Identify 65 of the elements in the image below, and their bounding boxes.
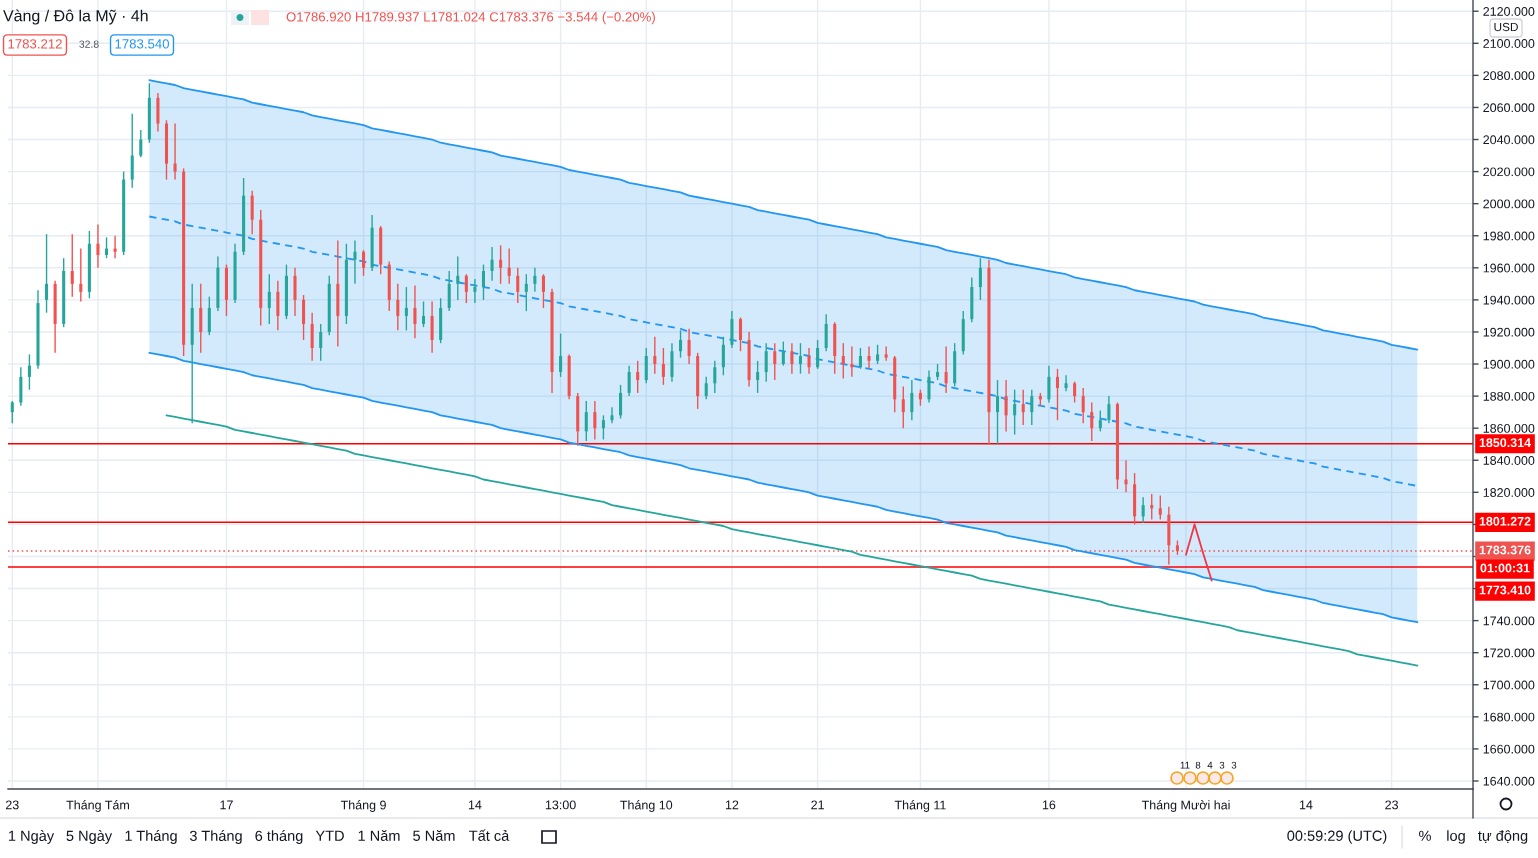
y-tick-label: 1940.000 (1483, 295, 1535, 305)
y-tick-label: 1820.000 (1483, 488, 1535, 497)
y-tick-label: 1680.000 (1483, 712, 1535, 722)
y-tick-label: 1880.000 (1483, 391, 1535, 401)
text: O1786.920 H1789.937 L1781.024 C1783.376 −3.544 (−0.20%) (286, 11, 655, 25)
y-tick-label: 2120.000 (1483, 7, 1535, 16)
x-tick-label: Tháng Tám (66, 800, 129, 812)
x-tick-label: 23 (5, 800, 19, 810)
text: tự động (1478, 830, 1528, 844)
text: 01:00:31 (1480, 563, 1530, 573)
y-tick-label: 1860.000 (1483, 423, 1535, 433)
y-tick-label: 1900.000 (1483, 359, 1535, 369)
text: 3 Tháng (189, 830, 242, 844)
x-tick-label: Tháng 10 (620, 800, 673, 812)
y-axis-title: USD (1494, 22, 1518, 32)
y-tick-label: 2100.000 (1483, 39, 1535, 48)
y-tick-label: 2000.000 (1483, 199, 1535, 209)
y-tick-label: 2060.000 (1483, 103, 1535, 113)
x-tick-label: 17 (220, 800, 233, 810)
y-tick-label: 1960.000 (1483, 263, 1535, 273)
ref-line-label: 1801.272 (1479, 516, 1531, 526)
text: 5 Ngày (66, 830, 113, 844)
text: 1 Năm (358, 830, 400, 841)
y-tick-label: 1720.000 (1483, 648, 1535, 658)
y-tick-label: 1920.000 (1483, 327, 1535, 337)
y-tick-label: 2020.000 (1483, 167, 1535, 177)
x-tick-label: 12 (725, 800, 739, 810)
y-tick-label: 1700.000 (1483, 680, 1535, 690)
y-tick-label: 1640.000 (1483, 776, 1535, 786)
text: log (1447, 830, 1465, 844)
y-tick-label: 2040.000 (1483, 135, 1535, 145)
ref-line-label: 1783.376 (1479, 545, 1531, 555)
x-tick-label: Tháng 9 (340, 800, 386, 812)
annotation: 32.8 (79, 40, 99, 48)
legend-label: 1773.410 (1479, 585, 1531, 595)
annotation: 3 (1219, 761, 1225, 769)
ref-line-label: 1850.314 (1479, 438, 1531, 448)
x-tick-label: Tháng Mười hai (1141, 800, 1230, 812)
text: 00:59:29 (UTC) (1287, 830, 1387, 844)
y-tick-label: 1740.000 (1483, 616, 1535, 626)
x-tick-label: 23 (1385, 800, 1399, 810)
x-tick-label: Tháng 11 (894, 800, 946, 812)
x-tick-label: 16 (1042, 800, 1056, 810)
text: YTD (315, 830, 344, 841)
annotation: 1783.540 (115, 39, 169, 49)
text: Tất cả (469, 829, 510, 841)
text: 6 tháng (255, 830, 303, 844)
text: Vàng / Đô la Mỹ · 4h (3, 9, 148, 25)
annotation: 4 (1207, 761, 1213, 769)
annotation: 11 (1180, 761, 1190, 769)
annotation: 1783.212 (8, 39, 62, 49)
y-tick-label: 1660.000 (1483, 744, 1535, 754)
y-tick-label: 1980.000 (1483, 231, 1535, 241)
annotation: 8 (1195, 761, 1201, 769)
text: 1 Tháng (125, 830, 177, 844)
y-tick-label: 2080.000 (1483, 71, 1535, 81)
x-tick-label: 14 (1299, 800, 1313, 810)
y-tick-label: 1840.000 (1483, 456, 1535, 465)
x-tick-label: 14 (468, 800, 482, 810)
text: 1 Ngày (9, 830, 55, 844)
x-tick-label: 13:00 (545, 800, 576, 810)
text: % (1419, 830, 1431, 841)
text: 5 Năm (413, 830, 455, 841)
annotation: 3 (1231, 761, 1237, 769)
x-tick-label: 21 (811, 800, 824, 810)
